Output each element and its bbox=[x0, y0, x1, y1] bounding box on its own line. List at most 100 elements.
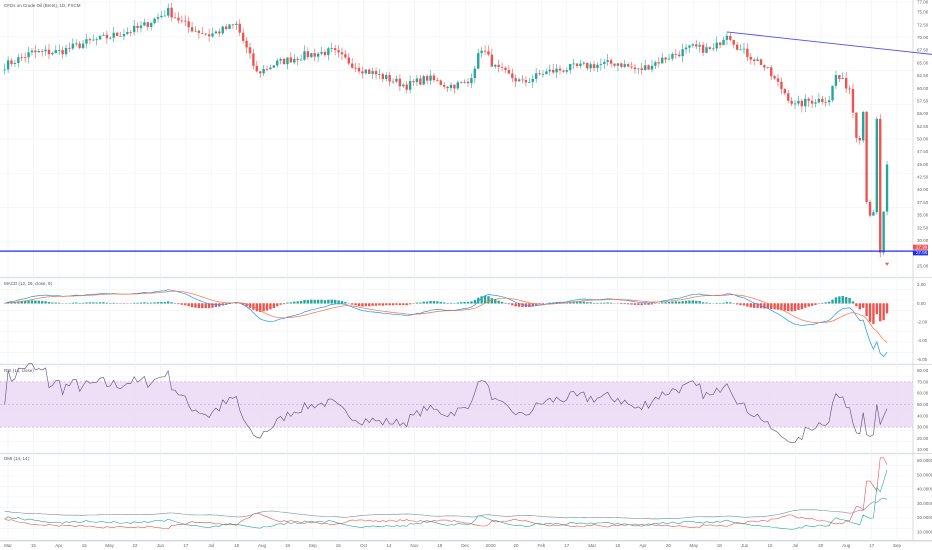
candle-body bbox=[684, 47, 688, 50]
candle-body bbox=[350, 63, 354, 68]
macd-histogram-bar bbox=[78, 302, 81, 304]
macd-histogram-bar bbox=[511, 303, 514, 306]
candle-body bbox=[776, 78, 780, 82]
x-tick-label: 15 bbox=[82, 543, 88, 548]
candle-body bbox=[92, 39, 95, 41]
macd-histogram-bar bbox=[592, 302, 596, 304]
macd-histogram-bar bbox=[160, 301, 163, 304]
candle-body bbox=[323, 51, 327, 56]
candle-body bbox=[211, 33, 214, 37]
candle-body bbox=[320, 51, 323, 54]
macd-histogram-bar bbox=[388, 303, 391, 306]
candle-body bbox=[637, 68, 640, 70]
candle-body bbox=[732, 40, 735, 45]
candle-body bbox=[643, 65, 647, 71]
candle-body bbox=[551, 69, 555, 73]
candle-body bbox=[235, 23, 238, 26]
candle-body bbox=[470, 78, 473, 84]
macd-histogram-bar bbox=[708, 302, 712, 304]
candle-body bbox=[132, 25, 136, 33]
macd-histogram-bar bbox=[783, 303, 787, 311]
candle-body bbox=[122, 34, 126, 37]
candle-body bbox=[827, 100, 831, 103]
axes-layer: Mar 15 Apr 15 May 22 Jun 17 Jul 15 Aug 19 Sep 16 Oct 14… bbox=[4, 0, 932, 548]
price-tick-label: 40.00 bbox=[917, 187, 929, 192]
candle-body bbox=[115, 32, 119, 36]
candle-body bbox=[340, 52, 344, 55]
rsi-pane[interactable] bbox=[0, 363, 913, 444]
candle-body bbox=[333, 48, 337, 51]
candle-body bbox=[402, 84, 405, 87]
macd-histogram-bar bbox=[95, 302, 98, 304]
candle-body bbox=[337, 50, 340, 53]
price-tick-label: 70.00 bbox=[917, 35, 929, 40]
candle-body bbox=[231, 24, 235, 26]
macd-histogram-bar bbox=[504, 302, 507, 304]
macd-histogram-bar bbox=[575, 301, 579, 304]
x-tick-label: Mar bbox=[4, 543, 12, 548]
macd-histogram-bar bbox=[235, 302, 238, 304]
candle-body bbox=[865, 111, 868, 202]
candle-body bbox=[647, 65, 650, 70]
candle-body bbox=[286, 57, 289, 65]
macd-histogram-bar bbox=[620, 303, 623, 305]
macd-histogram-bar bbox=[814, 303, 817, 305]
macd-histogram-bar bbox=[705, 302, 708, 304]
macd-histogram-bar bbox=[211, 303, 214, 308]
rsi-tick-label: 80.00 bbox=[917, 368, 929, 373]
macd-histogram-bar bbox=[381, 303, 385, 306]
candle-body bbox=[783, 89, 787, 94]
macd-histogram-bar bbox=[735, 303, 739, 305]
candle-body bbox=[831, 85, 834, 101]
macd-histogram-bar bbox=[248, 303, 252, 308]
macd-histogram-bar bbox=[838, 296, 841, 304]
macd-histogram-bar bbox=[862, 303, 865, 308]
macd-histogram-bar bbox=[51, 302, 54, 304]
candle-body bbox=[735, 44, 739, 50]
macd-pane[interactable] bbox=[3, 289, 889, 358]
macd-histogram-bar bbox=[633, 303, 637, 305]
macd-histogram-bar bbox=[688, 300, 691, 304]
x-tick-label: 22 bbox=[132, 543, 138, 548]
candle-body bbox=[34, 50, 37, 53]
macd-histogram-bar bbox=[259, 303, 262, 312]
x-tick-label: 19 bbox=[285, 543, 291, 548]
price-tick-label: 42.50 bbox=[917, 175, 929, 180]
trendline bbox=[726, 31, 932, 55]
candle-body bbox=[385, 75, 388, 79]
x-tick-label: Jul bbox=[793, 543, 799, 548]
candle-body bbox=[575, 63, 579, 67]
macd-histogram-bar bbox=[609, 302, 613, 304]
candle-body bbox=[507, 69, 511, 74]
candle-body bbox=[879, 118, 882, 253]
x-tick-label: 15 bbox=[767, 543, 773, 548]
candle-body bbox=[562, 70, 565, 72]
candle-body bbox=[623, 64, 626, 67]
macd-histogram-bar bbox=[446, 302, 449, 304]
candle-body bbox=[834, 75, 838, 86]
candle-body bbox=[742, 48, 746, 50]
candle-body bbox=[180, 20, 184, 22]
dmi-tick-label: 20.0000 bbox=[917, 515, 932, 520]
macd-histogram-bar bbox=[879, 303, 882, 322]
dmi-pane[interactable] bbox=[4, 457, 888, 530]
macd-histogram-bar bbox=[378, 303, 381, 306]
price-tick-label: 77.00 bbox=[917, 0, 929, 5]
macd-histogram-bar bbox=[398, 303, 402, 306]
x-tick-label: Sep bbox=[893, 543, 902, 548]
macd-histogram-bar bbox=[514, 303, 517, 307]
candle-body bbox=[54, 50, 57, 54]
price-tick-label: 47.50 bbox=[917, 149, 929, 154]
macd-histogram-bar bbox=[470, 301, 473, 304]
candle-body bbox=[514, 78, 517, 82]
macd-histogram-bar bbox=[419, 302, 422, 304]
macd-histogram-bar bbox=[327, 299, 330, 304]
macd-histogram-bar bbox=[746, 303, 749, 307]
candle-body bbox=[701, 44, 705, 53]
candle-body bbox=[241, 32, 245, 41]
candle-body bbox=[725, 35, 729, 40]
macd-histogram-bar bbox=[201, 303, 204, 309]
candle-body bbox=[221, 26, 224, 34]
